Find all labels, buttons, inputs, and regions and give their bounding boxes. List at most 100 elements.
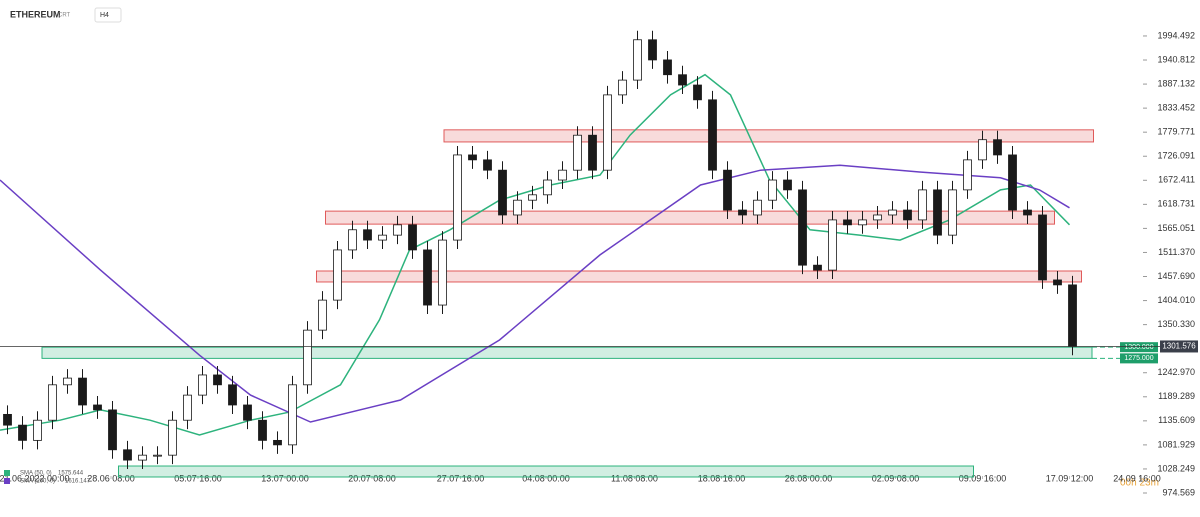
legend-name: SMA (200, 0) bbox=[20, 479, 55, 485]
candle-body bbox=[798, 189, 807, 266]
candle-body bbox=[723, 169, 732, 211]
x-tick-label: 02.09 08:00 bbox=[872, 473, 920, 483]
y-tick-label: 974.569 bbox=[1162, 487, 1195, 497]
candle-body bbox=[888, 209, 897, 216]
candle-body bbox=[3, 413, 12, 426]
zone-label: 1300.000 bbox=[1124, 344, 1153, 351]
candle-body bbox=[468, 154, 477, 161]
zone bbox=[41, 346, 1093, 359]
candle-body bbox=[483, 159, 492, 171]
candle-body bbox=[708, 99, 717, 171]
candle-body bbox=[78, 377, 87, 406]
legend-swatch bbox=[4, 478, 10, 484]
legend-swatch bbox=[4, 470, 10, 476]
candle-body bbox=[18, 424, 27, 441]
candle-body bbox=[258, 419, 267, 441]
candle-body bbox=[678, 74, 687, 86]
candle-body bbox=[648, 39, 657, 61]
price-label: 1301.576 bbox=[1162, 342, 1196, 351]
x-tick-label: 11.08 08:00 bbox=[611, 473, 658, 483]
candle-body bbox=[903, 209, 912, 221]
candle-body bbox=[1008, 154, 1017, 211]
candle-body bbox=[63, 377, 72, 386]
y-tick-label: 1833.452 bbox=[1157, 103, 1195, 113]
candle-body bbox=[228, 384, 237, 406]
candle-body bbox=[393, 224, 402, 236]
x-tick-label: 17.09 12:00 bbox=[1046, 473, 1094, 483]
y-tick-label: 1242.970 bbox=[1157, 367, 1195, 377]
legend-value: 1616.147 bbox=[65, 479, 91, 485]
candle-body bbox=[93, 404, 102, 411]
chart-title: ETHEREUM bbox=[10, 9, 61, 19]
sma-line bbox=[0, 73, 1071, 436]
candle-body bbox=[153, 454, 162, 457]
candle-body bbox=[438, 239, 447, 306]
candle-body bbox=[948, 189, 957, 236]
y-tick-label: 1404.010 bbox=[1157, 295, 1195, 305]
candle-body bbox=[558, 169, 567, 181]
x-tick-label: 18.08 16:00 bbox=[698, 473, 746, 483]
zone bbox=[316, 270, 1082, 283]
candle-body bbox=[753, 199, 762, 216]
candle-body bbox=[603, 94, 612, 171]
candle-body bbox=[423, 249, 432, 306]
candle-body bbox=[663, 59, 672, 76]
y-tick-label: 1350.330 bbox=[1157, 319, 1195, 329]
candle-body bbox=[978, 139, 987, 161]
candle-body bbox=[198, 374, 207, 396]
candle-body bbox=[108, 409, 117, 451]
candle-body bbox=[33, 419, 42, 441]
y-tick-label: 1940.812 bbox=[1157, 54, 1195, 64]
y-tick-label: 1081.929 bbox=[1157, 439, 1195, 449]
candle-body bbox=[273, 439, 282, 446]
candle-body bbox=[528, 194, 537, 201]
candle-body bbox=[693, 84, 702, 101]
x-tick-label: 21.06.2022 00:00 bbox=[0, 473, 70, 483]
candle-body bbox=[768, 179, 777, 201]
y-tick-label: 1672.411 bbox=[1158, 175, 1195, 185]
candle-body bbox=[1053, 279, 1062, 286]
candle-body bbox=[213, 374, 222, 386]
timeframe[interactable]: H4 bbox=[100, 12, 109, 19]
timeframe-button[interactable] bbox=[94, 7, 122, 23]
zone-label-box bbox=[1120, 353, 1158, 364]
y-tick-label: 1887.132 bbox=[1157, 78, 1195, 88]
legend-name: SMA (50, 0) bbox=[20, 471, 52, 477]
candle-body bbox=[1038, 214, 1047, 281]
candle-body bbox=[993, 139, 1002, 156]
candle-body bbox=[858, 219, 867, 226]
x-tick-label: 09.09 16:00 bbox=[959, 473, 1007, 483]
zone bbox=[325, 210, 1055, 225]
candle-body bbox=[633, 39, 642, 81]
x-tick-label: 28.06 08:00 bbox=[87, 473, 135, 483]
y-tick-label: 1618.731 bbox=[1157, 199, 1195, 209]
candle-body bbox=[828, 219, 837, 271]
candle-body bbox=[318, 299, 327, 331]
y-tick-label: 1726.091 bbox=[1157, 151, 1195, 161]
candle-body bbox=[918, 189, 927, 221]
candle-body bbox=[453, 154, 462, 241]
x-tick-label: 27.07 16:00 bbox=[437, 473, 485, 483]
candle-body bbox=[618, 79, 627, 96]
candle-body bbox=[348, 229, 357, 251]
candle-body bbox=[513, 199, 522, 216]
y-tick-label: 1511.370 bbox=[1158, 247, 1195, 257]
candle-body bbox=[408, 224, 417, 251]
candle-body bbox=[873, 214, 882, 221]
candle-body bbox=[363, 229, 372, 241]
candle-body bbox=[378, 234, 387, 241]
candle-body bbox=[243, 404, 252, 421]
y-tick-label: 1135.609 bbox=[1158, 415, 1195, 425]
candle-body bbox=[963, 159, 972, 191]
chart-subtitle: CRT bbox=[58, 13, 71, 19]
x-tick-label: 04.08 00:00 bbox=[522, 473, 570, 483]
y-tick-label: 1457.690 bbox=[1157, 271, 1195, 281]
y-tick-label: 1994.492 bbox=[1157, 30, 1195, 40]
candle-body bbox=[123, 449, 132, 461]
zone-label-box bbox=[1120, 342, 1158, 353]
candle-body bbox=[1023, 209, 1032, 216]
zone-label: 1275.000 bbox=[1124, 355, 1153, 362]
candle-body bbox=[783, 179, 792, 191]
y-tick-label: 1028.249 bbox=[1157, 463, 1195, 473]
